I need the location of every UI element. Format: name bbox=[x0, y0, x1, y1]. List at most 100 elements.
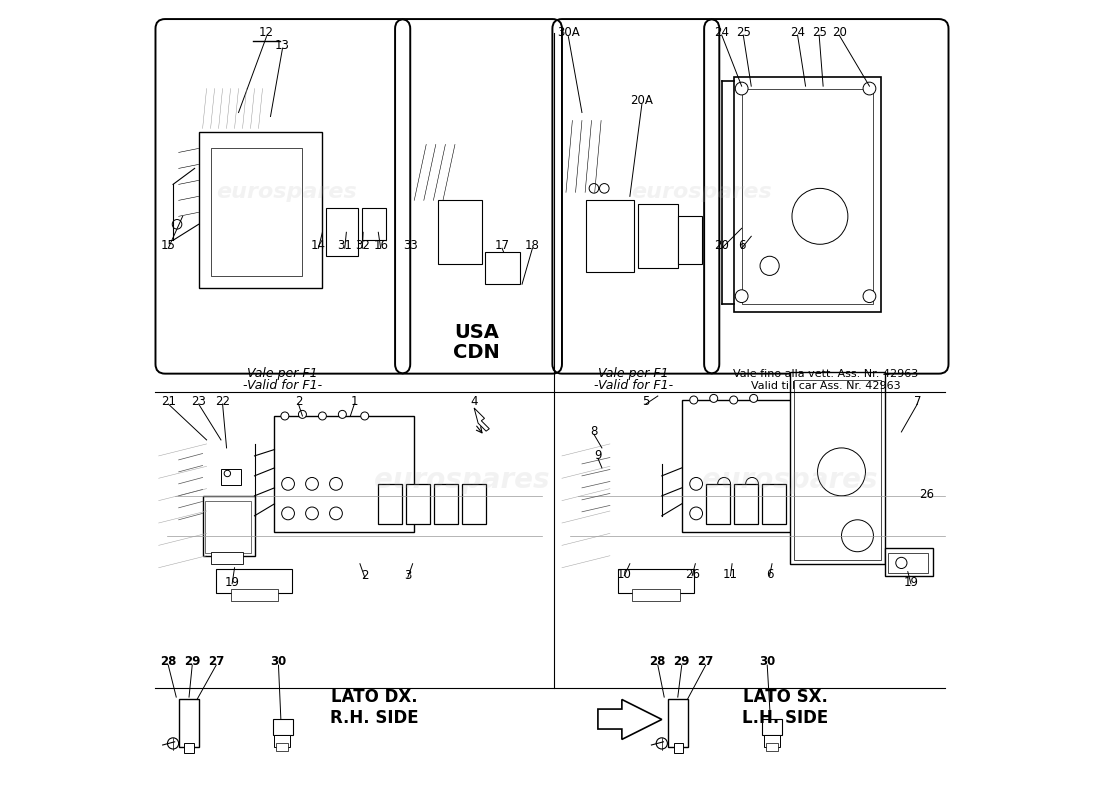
Polygon shape bbox=[598, 699, 662, 739]
Bar bbox=[210, 149, 302, 276]
Circle shape bbox=[282, 507, 295, 520]
Text: 32: 32 bbox=[355, 239, 370, 252]
Circle shape bbox=[895, 558, 908, 569]
Circle shape bbox=[864, 290, 876, 302]
Text: 24: 24 bbox=[790, 26, 805, 39]
Circle shape bbox=[330, 478, 342, 490]
Text: 30A: 30A bbox=[557, 26, 580, 39]
Text: 16: 16 bbox=[373, 239, 388, 252]
Bar bbox=[210, 552, 242, 564]
Text: 17: 17 bbox=[495, 239, 509, 252]
Bar bbox=[886, 548, 933, 576]
Bar bbox=[184, 743, 194, 753]
Circle shape bbox=[590, 183, 598, 193]
Text: -Valid for F1-: -Valid for F1- bbox=[243, 379, 322, 392]
Bar bbox=[793, 380, 881, 560]
Bar bbox=[674, 743, 683, 753]
Text: CDN: CDN bbox=[453, 342, 499, 362]
Text: 14: 14 bbox=[311, 239, 326, 252]
Text: 27: 27 bbox=[208, 655, 224, 669]
Bar bbox=[202, 496, 254, 556]
Circle shape bbox=[173, 219, 182, 229]
Text: 20A: 20A bbox=[630, 94, 653, 107]
Bar bbox=[205, 502, 251, 554]
Circle shape bbox=[729, 396, 738, 404]
Text: 2: 2 bbox=[361, 569, 368, 582]
Text: 29: 29 bbox=[673, 655, 690, 669]
Bar bbox=[888, 554, 927, 574]
Text: 20: 20 bbox=[832, 26, 847, 39]
Text: USA: USA bbox=[454, 322, 499, 342]
Text: 27: 27 bbox=[697, 655, 714, 669]
Text: eurospares: eurospares bbox=[374, 466, 550, 494]
Circle shape bbox=[339, 410, 346, 418]
Text: 30: 30 bbox=[271, 655, 287, 669]
Bar bbox=[406, 484, 430, 524]
Circle shape bbox=[864, 82, 876, 95]
Circle shape bbox=[717, 478, 730, 490]
Circle shape bbox=[306, 507, 318, 520]
Bar bbox=[276, 743, 288, 751]
Text: eurospares: eurospares bbox=[702, 466, 878, 494]
Text: 21: 21 bbox=[161, 395, 176, 408]
Circle shape bbox=[306, 478, 318, 490]
Circle shape bbox=[690, 507, 703, 520]
Bar bbox=[462, 484, 486, 524]
Bar bbox=[275, 734, 290, 747]
Text: 7: 7 bbox=[914, 395, 921, 408]
Text: -Valid for F1-: -Valid for F1- bbox=[594, 379, 673, 392]
Text: 11: 11 bbox=[723, 567, 738, 581]
Bar bbox=[618, 570, 694, 594]
Text: 6: 6 bbox=[738, 239, 746, 252]
Polygon shape bbox=[474, 408, 490, 431]
Bar bbox=[221, 470, 241, 486]
Bar bbox=[764, 734, 780, 747]
Text: Vale fino alla vett. Ass. Nr. 42963: Vale fino alla vett. Ass. Nr. 42963 bbox=[733, 369, 918, 378]
Text: 20: 20 bbox=[714, 239, 729, 252]
Text: 28: 28 bbox=[161, 655, 176, 669]
Text: 22: 22 bbox=[216, 395, 230, 408]
Text: 28: 28 bbox=[650, 655, 666, 669]
Circle shape bbox=[657, 738, 668, 749]
Text: 1: 1 bbox=[351, 395, 359, 408]
Text: eurospares: eurospares bbox=[216, 182, 356, 202]
Text: 29: 29 bbox=[184, 655, 200, 669]
Circle shape bbox=[361, 412, 368, 420]
Bar bbox=[273, 719, 293, 735]
Text: -Vale per F1-: -Vale per F1- bbox=[594, 367, 673, 380]
Bar bbox=[586, 200, 634, 272]
Bar bbox=[434, 484, 459, 524]
Bar bbox=[362, 208, 386, 240]
Text: 19: 19 bbox=[224, 575, 240, 589]
Circle shape bbox=[746, 478, 758, 490]
Text: 6: 6 bbox=[766, 567, 773, 581]
Circle shape bbox=[282, 478, 295, 490]
Bar bbox=[678, 216, 702, 264]
Bar bbox=[178, 699, 199, 747]
Bar bbox=[766, 743, 778, 751]
Circle shape bbox=[746, 507, 758, 520]
Bar bbox=[734, 77, 881, 312]
Text: 30: 30 bbox=[759, 655, 775, 669]
Text: 26: 26 bbox=[920, 488, 934, 501]
Circle shape bbox=[690, 478, 703, 490]
Bar bbox=[761, 484, 785, 524]
Text: LATO DX.
R.H. SIDE: LATO DX. R.H. SIDE bbox=[330, 688, 419, 727]
Bar bbox=[632, 590, 680, 602]
Circle shape bbox=[717, 507, 730, 520]
Bar bbox=[484, 252, 520, 284]
Text: 25: 25 bbox=[736, 26, 750, 39]
Bar bbox=[275, 416, 415, 532]
Text: 15: 15 bbox=[161, 239, 176, 252]
Circle shape bbox=[280, 412, 289, 420]
Circle shape bbox=[167, 738, 178, 749]
Bar bbox=[638, 204, 678, 268]
Bar bbox=[734, 484, 758, 524]
Bar bbox=[706, 484, 729, 524]
Circle shape bbox=[735, 290, 748, 302]
Circle shape bbox=[690, 396, 697, 404]
Bar bbox=[438, 200, 482, 264]
Text: LATO SX.
L.H. SIDE: LATO SX. L.H. SIDE bbox=[742, 688, 828, 727]
Text: 4: 4 bbox=[471, 395, 477, 408]
Bar bbox=[790, 372, 886, 564]
